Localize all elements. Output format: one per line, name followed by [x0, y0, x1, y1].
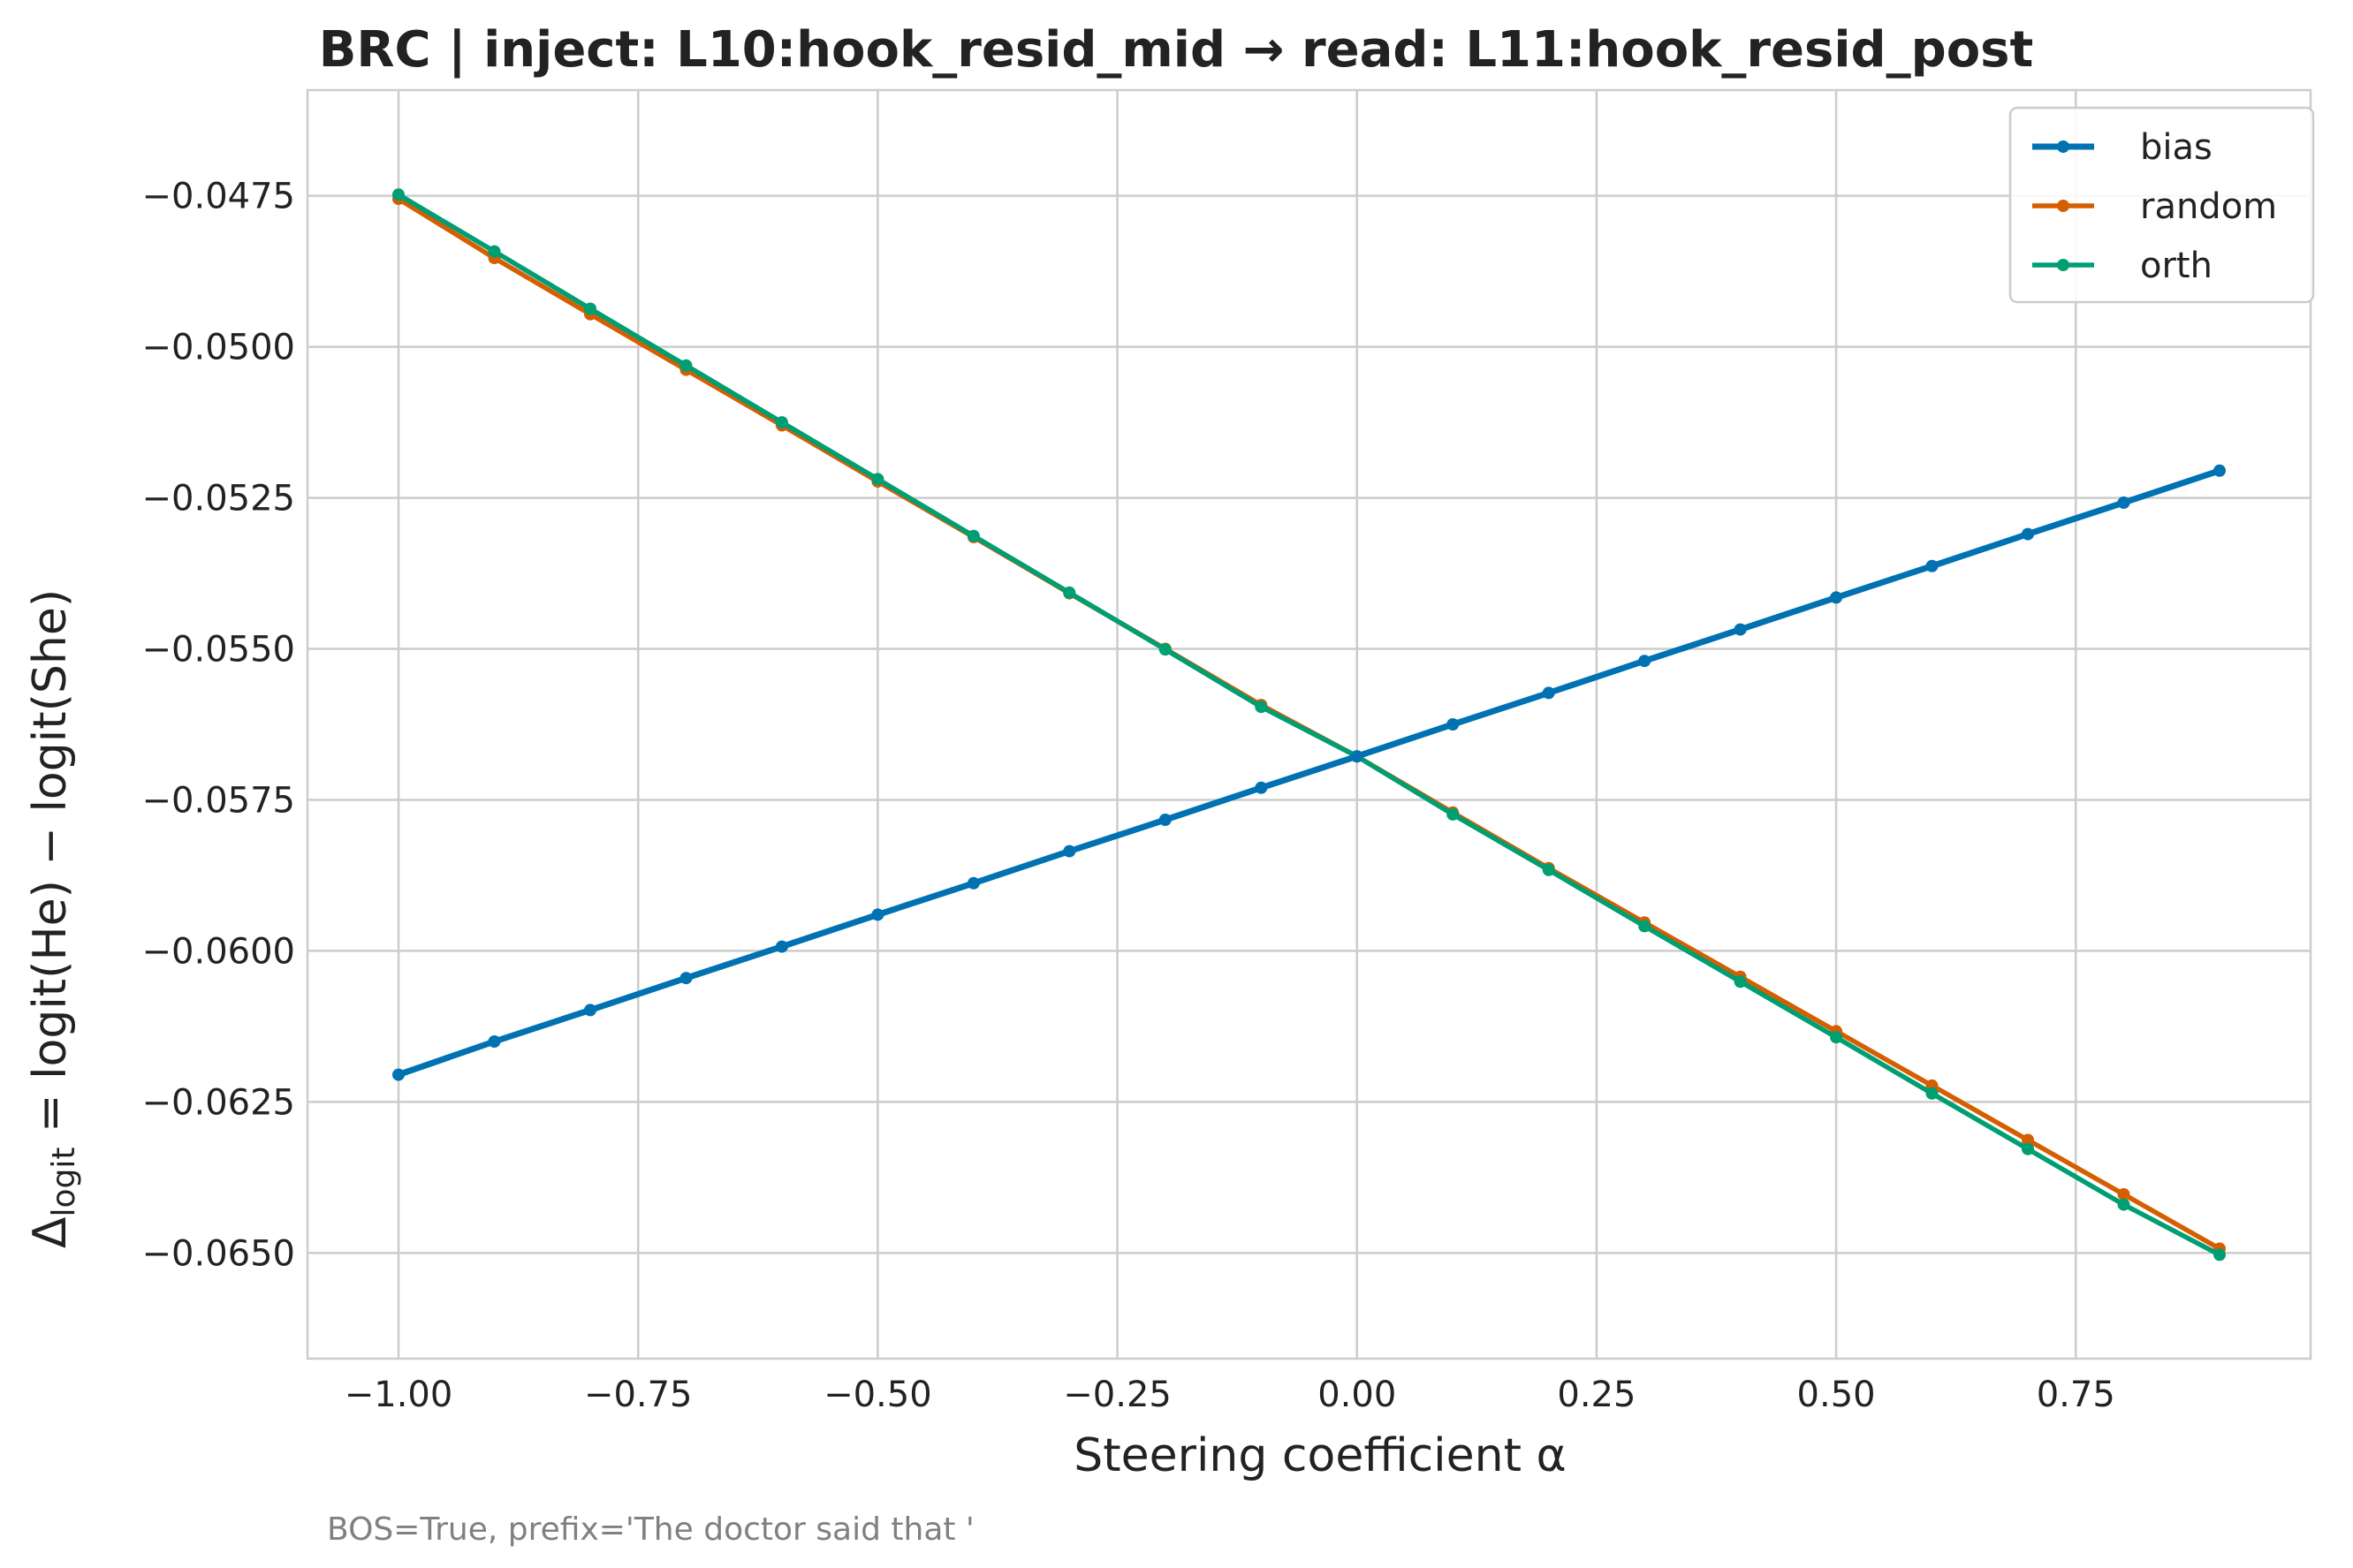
legend-entry-orth: orth — [2032, 246, 2213, 286]
data-point-bias — [2117, 496, 2130, 509]
legend: bias random orth — [2008, 106, 2315, 304]
series-line-bias — [395, 467, 2223, 1079]
data-point-bias — [1255, 781, 1268, 794]
y-tick-label: −0.0575 — [142, 780, 295, 821]
y-tick-label: −0.0525 — [142, 479, 295, 519]
y-tick-label: −0.0475 — [142, 177, 295, 217]
legend-label: bias — [2140, 127, 2213, 168]
data-point-orth — [871, 473, 884, 486]
legend-items: bias random orth — [2032, 127, 2277, 286]
y-tick-label: −0.0600 — [142, 931, 295, 972]
data-point-bias — [1446, 718, 1460, 731]
y-tick-label: −0.0500 — [142, 328, 295, 368]
y-tick-labels: −0.0475 −0.0500 −0.0525 −0.0550 −0.0575 −0.06… — [142, 177, 295, 1275]
legend-box — [2008, 106, 2315, 304]
data-point-orth — [775, 416, 788, 429]
data-point-bias — [392, 1068, 405, 1081]
y-axis-label: Δlogit = logit(He) − logit(She) — [24, 589, 82, 1248]
y-tick-label: −0.0650 — [142, 1233, 295, 1274]
data-point-orth — [1542, 863, 1555, 876]
footnote: BOS=True, prefix='The doctor said that ' — [327, 1511, 975, 1548]
x-axis-label: Steering coefficient α — [1074, 1429, 1567, 1482]
data-point-bias — [1158, 814, 1172, 826]
legend-label: random — [2140, 186, 2277, 227]
data-point-bias — [1830, 591, 1843, 604]
data-point-orth — [1830, 1031, 1843, 1044]
series-layer — [392, 188, 2226, 1261]
y-axis-label-delta: Δ — [24, 1216, 77, 1248]
data-point-bias — [967, 876, 980, 890]
plot-frame — [306, 88, 2312, 1360]
data-point-orth — [1255, 701, 1268, 714]
x-tick-label: −1.00 — [345, 1375, 453, 1415]
data-point-bias — [871, 908, 884, 921]
data-point-orth — [1925, 1087, 1939, 1100]
legend-label: orth — [2140, 246, 2213, 286]
data-point-orth — [488, 245, 501, 258]
legend-entry-random: random — [2032, 186, 2277, 227]
data-point-orth — [1063, 586, 1076, 599]
data-point-bias — [679, 972, 693, 985]
data-point-bias — [584, 1004, 596, 1017]
data-point-bias — [488, 1035, 501, 1048]
chart-title: BRC | inject: L10:hook_resid_mid → read:… — [319, 21, 2034, 79]
legend-swatch-marker — [2057, 140, 2069, 153]
data-point-bias — [1542, 686, 1555, 700]
y-tick-label: −0.0625 — [142, 1082, 295, 1123]
x-tick-label: −0.50 — [824, 1375, 932, 1415]
y-gridlines — [307, 194, 2311, 1254]
x-tick-label: 0.50 — [1797, 1375, 1876, 1415]
legend-swatch-marker — [2057, 259, 2069, 271]
data-point-orth — [2213, 1248, 2226, 1261]
x-tick-label: 0.75 — [2037, 1375, 2115, 1415]
x-tick-label: 0.25 — [1557, 1375, 1636, 1415]
data-point-bias — [1925, 559, 1939, 572]
y-axis-label-rest: = logit(He) − logit(She) — [24, 589, 77, 1148]
data-point-orth — [1638, 920, 1651, 933]
data-point-bias — [775, 940, 788, 953]
data-point-orth — [1158, 643, 1172, 656]
x-tick-label: −0.75 — [584, 1375, 693, 1415]
series-line-orth — [396, 192, 2222, 1258]
data-point-orth — [2117, 1198, 2130, 1211]
data-point-orth — [679, 359, 693, 372]
data-point-orth — [967, 529, 980, 542]
y-axis-label-subscript: logit — [46, 1148, 82, 1217]
data-point-bias — [2022, 527, 2034, 541]
data-point-random — [2117, 1188, 2130, 1201]
data-point-bias — [2213, 464, 2226, 477]
data-point-orth — [1446, 807, 1460, 821]
data-point-random — [2022, 1133, 2034, 1147]
legend-entry-bias: bias — [2032, 127, 2213, 168]
data-point-orth — [584, 302, 596, 315]
data-point-bias — [1063, 845, 1076, 858]
x-tick-label: 0.00 — [1317, 1375, 1396, 1415]
x-gridlines — [397, 90, 2077, 1359]
data-point-bias — [1638, 655, 1651, 668]
y-tick-label: −0.0550 — [142, 630, 295, 670]
legend-swatch-marker — [2057, 200, 2069, 212]
data-point-orth — [2022, 1142, 2034, 1155]
data-point-bias — [1734, 623, 1747, 636]
data-point-bias — [1350, 750, 1363, 763]
x-tick-labels: −1.00 −0.75 −0.50 −0.25 0.00 0.25 0.50 0.75 — [345, 1375, 2115, 1415]
data-point-orth — [392, 188, 405, 201]
x-tick-label: −0.25 — [1063, 1375, 1172, 1415]
series-bias — [392, 464, 2226, 1081]
data-point-orth — [1734, 975, 1747, 989]
